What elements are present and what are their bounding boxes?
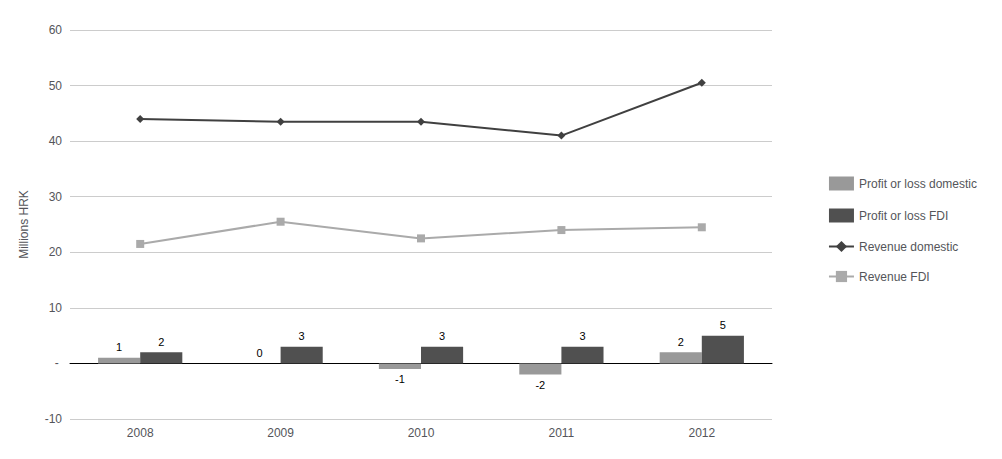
svg-text:Revenue domestic: Revenue domestic [859,240,958,254]
svg-text:-2: -2 [535,379,545,391]
svg-text:-: - [51,356,62,370]
svg-text:3: 3 [299,330,305,342]
svg-text:40: 40 [49,134,63,148]
svg-text:2: 2 [158,336,164,348]
svg-text:50: 50 [49,79,63,93]
svg-text:20: 20 [49,245,63,259]
svg-text:5: 5 [720,319,726,331]
svg-text:Profit or loss FDI: Profit or loss FDI [859,209,948,223]
svg-text:2011: 2011 [548,426,574,440]
svg-text:Revenue FDI: Revenue FDI [859,270,930,284]
svg-text:Profit or loss domestic: Profit or loss domestic [859,177,977,191]
svg-text:3: 3 [439,330,445,342]
svg-text:2008: 2008 [127,426,154,440]
svg-text:2012: 2012 [688,426,715,440]
svg-text:Millions HRK: Millions HRK [17,190,31,259]
svg-text:-10: -10 [45,412,63,426]
svg-text:60: 60 [49,23,63,37]
svg-text:2010: 2010 [408,426,435,440]
svg-text:-1: -1 [395,373,405,385]
svg-text:2: 2 [678,336,684,348]
svg-text:1: 1 [116,341,122,353]
svg-text:2009: 2009 [267,426,294,440]
svg-text:30: 30 [49,190,63,204]
svg-text:10: 10 [49,301,63,315]
svg-text:3: 3 [579,330,585,342]
svg-text:0: 0 [256,347,262,359]
